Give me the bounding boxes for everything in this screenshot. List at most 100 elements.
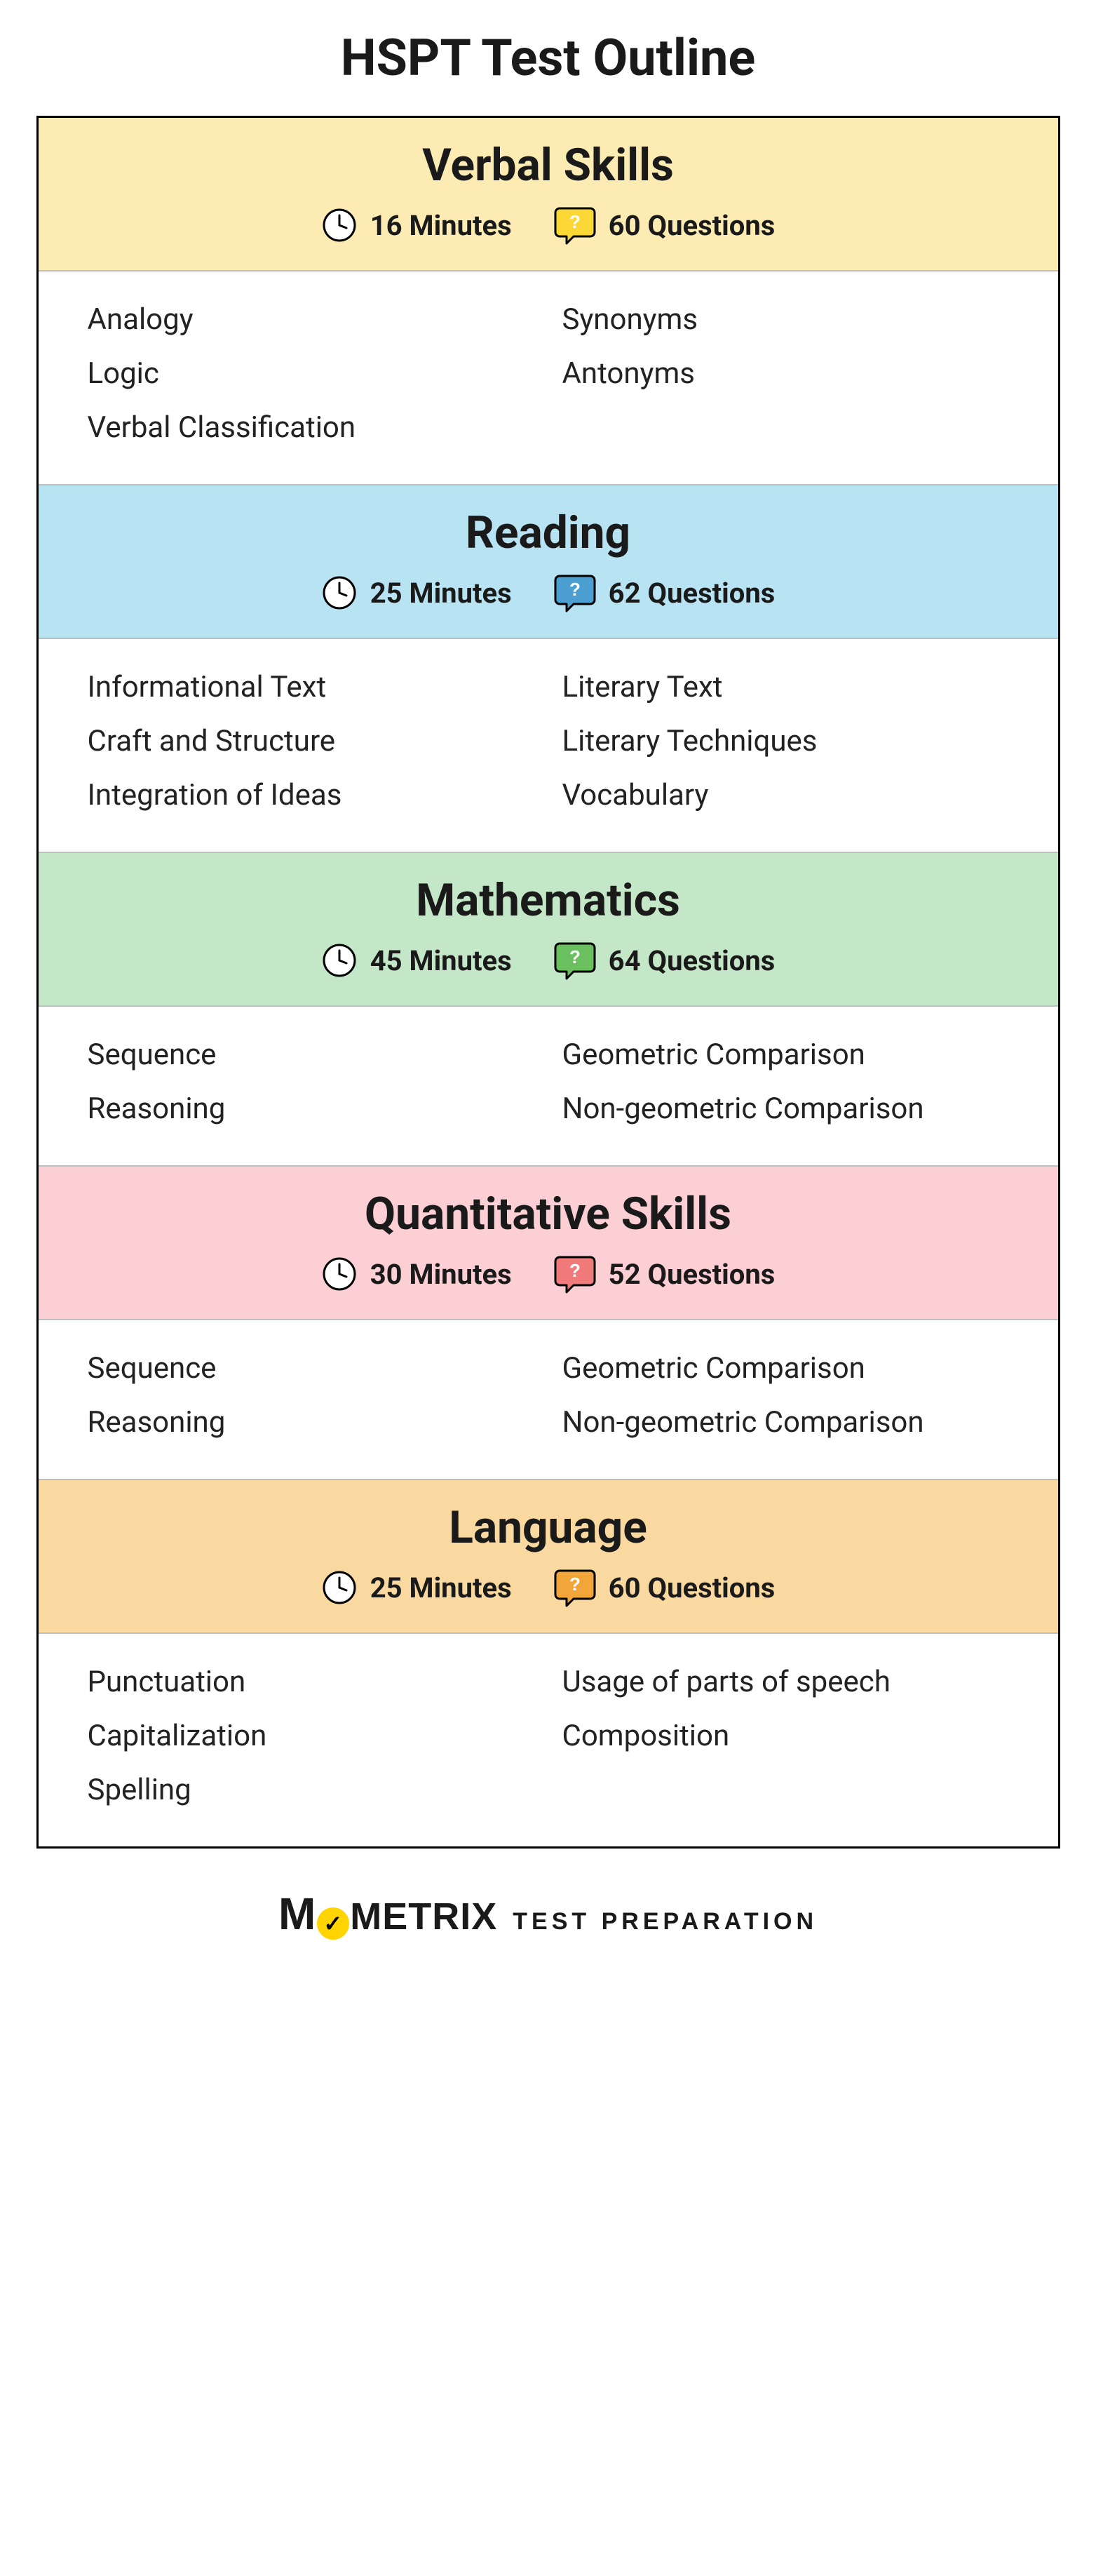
topic-item: Reasoning bbox=[88, 1405, 534, 1440]
topic-item: Craft and Structure bbox=[88, 724, 534, 758]
topic-item: Capitalization bbox=[88, 1719, 534, 1753]
topic-item: Punctuation bbox=[88, 1665, 534, 1699]
topic-item: Logic bbox=[88, 356, 534, 391]
minutes-text: 45 Minutes bbox=[370, 944, 512, 977]
topic-item: Usage of parts of speech bbox=[562, 1665, 1009, 1699]
section-topics-reading: Informational Text Craft and Structure Int… bbox=[39, 639, 1058, 853]
svg-text:?: ? bbox=[569, 1574, 581, 1595]
minutes-text: 25 Minutes bbox=[370, 577, 512, 610]
topics-col-right: Literary Text Literary Techniques Vocabula… bbox=[562, 670, 1009, 812]
section-header-language: Language 25 Minutes ? 60 Questions bbox=[39, 1480, 1058, 1634]
section-meta: 25 Minutes ? 62 Questions bbox=[53, 573, 1044, 612]
topics-col-left: Sequence Reasoning bbox=[88, 1038, 534, 1126]
topics-col-left: Informational Text Craft and Structure Int… bbox=[88, 670, 534, 812]
topic-item: Antonyms bbox=[562, 356, 1009, 391]
questions-text: 62 Questions bbox=[609, 577, 776, 610]
svg-text:?: ? bbox=[569, 946, 581, 967]
section-meta: 30 Minutes ? 52 Questions bbox=[53, 1254, 1044, 1294]
questions-text: 64 Questions bbox=[609, 944, 776, 977]
questions-text: 60 Questions bbox=[609, 1571, 776, 1604]
svg-text:?: ? bbox=[569, 579, 581, 600]
section-topics-language: Punctuation Capitalization Spelling Usage o… bbox=[39, 1634, 1058, 1846]
page-title: HSPT Test Outline bbox=[341, 28, 756, 88]
questions-text: 60 Questions bbox=[609, 209, 776, 242]
topic-item: Reasoning bbox=[88, 1092, 534, 1126]
question-bubble-icon: ? bbox=[554, 573, 596, 612]
minutes-text: 16 Minutes bbox=[370, 209, 512, 242]
questions-meta: ? 52 Questions bbox=[554, 1254, 776, 1294]
section-meta: 25 Minutes ? 60 Questions bbox=[53, 1568, 1044, 1607]
section-header-reading: Reading 25 Minutes ? 62 Questions bbox=[39, 485, 1058, 639]
topics-grid: Sequence Reasoning Geometric Comparison Non… bbox=[88, 1351, 1009, 1440]
clock-icon bbox=[321, 1256, 358, 1292]
outline-container: Verbal Skills 16 Minutes ? 60 Questions … bbox=[36, 116, 1060, 1849]
topic-item: Non-geometric Comparison bbox=[562, 1092, 1009, 1126]
svg-text:?: ? bbox=[569, 1260, 581, 1281]
section-title: Verbal Skills bbox=[53, 139, 1044, 192]
footer-brand: MMETRIX TEST PREPARATION bbox=[278, 1888, 818, 1940]
section-topics-mathematics: Sequence Reasoning Geometric Comparison Non… bbox=[39, 1007, 1058, 1167]
brand-check-icon bbox=[317, 1907, 349, 1940]
question-bubble-icon: ? bbox=[554, 941, 596, 980]
minutes-text: 25 Minutes bbox=[370, 1571, 512, 1604]
section-header-mathematics: Mathematics 45 Minutes ? 64 Questions bbox=[39, 853, 1058, 1007]
topics-grid: Sequence Reasoning Geometric Comparison Non… bbox=[88, 1038, 1009, 1126]
topics-col-left: Sequence Reasoning bbox=[88, 1351, 534, 1440]
minutes-meta: 25 Minutes bbox=[321, 1569, 512, 1606]
questions-meta: ? 60 Questions bbox=[554, 206, 776, 245]
clock-icon bbox=[321, 575, 358, 611]
questions-meta: ? 64 Questions bbox=[554, 941, 776, 980]
brand-prefix: M bbox=[278, 1889, 316, 1939]
minutes-meta: 25 Minutes bbox=[321, 575, 512, 611]
minutes-meta: 45 Minutes bbox=[321, 942, 512, 979]
question-bubble-icon: ? bbox=[554, 206, 596, 245]
topic-item: Composition bbox=[562, 1719, 1009, 1753]
clock-icon bbox=[321, 207, 358, 243]
question-bubble-icon: ? bbox=[554, 1568, 596, 1607]
topic-item: Integration of Ideas bbox=[88, 778, 534, 812]
topic-item: Spelling bbox=[88, 1773, 534, 1807]
topic-item: Vocabulary bbox=[562, 778, 1009, 812]
brand-rest: METRIX bbox=[350, 1896, 497, 1938]
topic-item: Literary Text bbox=[562, 670, 1009, 704]
clock-icon bbox=[321, 1569, 358, 1606]
minutes-text: 30 Minutes bbox=[370, 1258, 512, 1291]
topics-col-left: Analogy Logic Verbal Classification bbox=[88, 302, 534, 445]
section-header-verbal: Verbal Skills 16 Minutes ? 60 Questions bbox=[39, 118, 1058, 271]
questions-meta: ? 62 Questions bbox=[554, 573, 776, 612]
clock-icon bbox=[321, 942, 358, 979]
section-meta: 16 Minutes ? 60 Questions bbox=[53, 206, 1044, 245]
question-bubble-icon: ? bbox=[554, 1254, 596, 1294]
section-topics-quantitative: Sequence Reasoning Geometric Comparison Non… bbox=[39, 1320, 1058, 1480]
topics-grid: Informational Text Craft and Structure Int… bbox=[88, 670, 1009, 812]
minutes-meta: 30 Minutes bbox=[321, 1256, 512, 1292]
section-title: Reading bbox=[53, 507, 1044, 559]
section-meta: 45 Minutes ? 64 Questions bbox=[53, 941, 1044, 980]
questions-text: 52 Questions bbox=[609, 1258, 776, 1291]
topics-col-right: Usage of parts of speech Composition bbox=[562, 1665, 1009, 1807]
topic-item: Sequence bbox=[88, 1351, 534, 1386]
topics-col-right: Geometric Comparison Non-geometric Compar… bbox=[562, 1038, 1009, 1126]
topics-col-right: Geometric Comparison Non-geometric Compar… bbox=[562, 1351, 1009, 1440]
svg-text:?: ? bbox=[569, 211, 581, 232]
minutes-meta: 16 Minutes bbox=[321, 207, 512, 243]
brand-logo: M METRIX bbox=[278, 1888, 497, 1940]
topic-item: Analogy bbox=[88, 302, 534, 337]
section-title: Language bbox=[53, 1501, 1044, 1554]
section-topics-verbal: Analogy Logic Verbal Classification Synonym… bbox=[39, 271, 1058, 485]
section-title: Mathematics bbox=[53, 874, 1044, 927]
topic-item: Verbal Classification bbox=[88, 410, 534, 445]
topics-col-left: Punctuation Capitalization Spelling bbox=[88, 1665, 534, 1807]
section-header-quantitative: Quantitative Skills 30 Minutes ? 52 Ques… bbox=[39, 1167, 1058, 1320]
topic-item: Informational Text bbox=[88, 670, 534, 704]
topic-item: Non-geometric Comparison bbox=[562, 1405, 1009, 1440]
topics-grid: Punctuation Capitalization Spelling Usage o… bbox=[88, 1665, 1009, 1807]
topic-item: Synonyms bbox=[562, 302, 1009, 337]
topic-item: Literary Techniques bbox=[562, 724, 1009, 758]
topics-grid: Analogy Logic Verbal Classification Synonym… bbox=[88, 302, 1009, 445]
topic-item: Geometric Comparison bbox=[562, 1038, 1009, 1072]
topic-item: Geometric Comparison bbox=[562, 1351, 1009, 1386]
section-title: Quantitative Skills bbox=[53, 1188, 1044, 1240]
topics-col-right: Synonyms Antonyms bbox=[562, 302, 1009, 445]
topic-item: Sequence bbox=[88, 1038, 534, 1072]
